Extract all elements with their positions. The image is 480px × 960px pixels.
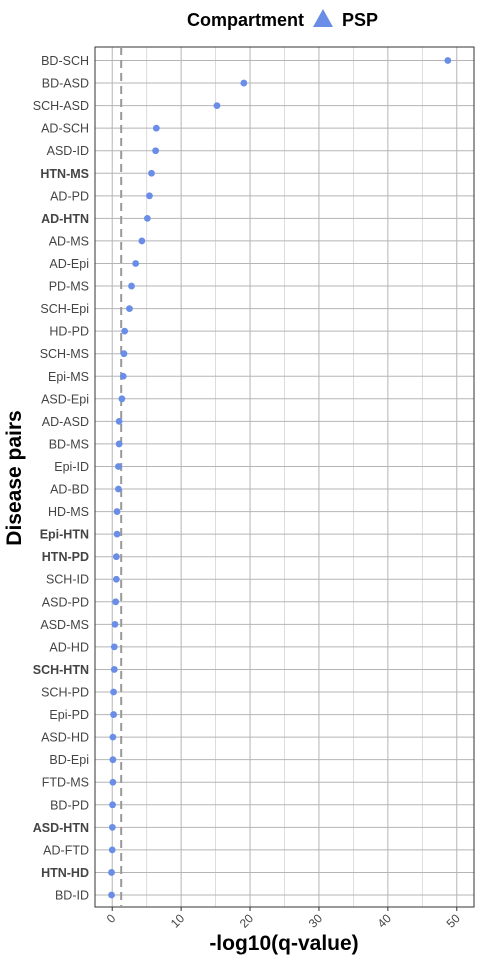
y-tick-label: SCH-HTN bbox=[33, 663, 89, 677]
panel-border bbox=[94, 46, 475, 908]
y-tick-label: HTN-PD bbox=[42, 550, 89, 564]
data-point bbox=[113, 508, 121, 515]
y-tick-label: HD-PD bbox=[49, 325, 89, 339]
y-axis-title: Disease pairs bbox=[3, 410, 26, 545]
y-tick-label: AD-HTN bbox=[41, 212, 89, 226]
data-point bbox=[110, 711, 118, 718]
y-tick-label: AD-BD bbox=[50, 483, 89, 497]
y-tick-labels: BD-SCH BD-ASD SCH-ASD AD-SCH ASD-ID HTN-MS AD-… bbox=[33, 54, 89, 903]
y-tick-label: AD-FTD bbox=[43, 843, 89, 857]
y-tick-label: SCH-ID bbox=[46, 573, 89, 587]
data-point bbox=[240, 79, 248, 87]
y-tick-label: ASD-HTN bbox=[33, 821, 89, 835]
x-axis-title: -log10(q-value) bbox=[209, 932, 358, 955]
data-point bbox=[148, 169, 155, 177]
y-tick-label: PD-MS bbox=[49, 280, 89, 294]
y-tick-label: Epi-PD bbox=[49, 708, 89, 722]
data-point bbox=[112, 575, 120, 583]
y-tick-label: AD-Epi bbox=[49, 257, 89, 271]
points bbox=[108, 57, 452, 899]
y-tick-label: AD-MS bbox=[49, 234, 89, 248]
data-point bbox=[115, 463, 122, 470]
y-tick-label: HTN-MS bbox=[40, 167, 89, 181]
legend-entry-psp: PSP bbox=[342, 10, 379, 30]
y-tick-label: ASD-MS bbox=[40, 618, 89, 632]
data-point bbox=[128, 282, 135, 290]
data-point bbox=[213, 102, 221, 110]
y-tick-label: ASD-Epi bbox=[41, 392, 89, 406]
y-tick-label: ASD-HD bbox=[41, 731, 89, 745]
legend: Compartment PSP bbox=[187, 8, 378, 33]
y-tick-label: BD-SCH bbox=[41, 54, 89, 68]
data-point bbox=[111, 620, 119, 628]
y-tick-label: AD-PD bbox=[50, 189, 89, 203]
data-point bbox=[121, 327, 129, 335]
y-tick-label: SCH-ASD bbox=[33, 99, 89, 113]
data-point bbox=[132, 260, 140, 267]
y-tick-label: BD-PD bbox=[50, 798, 89, 812]
data-point bbox=[126, 305, 133, 312]
data-point bbox=[119, 372, 127, 380]
data-point bbox=[115, 417, 123, 425]
data-point bbox=[112, 553, 120, 561]
x-tick-label: 50 bbox=[444, 911, 464, 931]
data-point bbox=[152, 124, 160, 132]
data-point bbox=[118, 395, 126, 403]
data-point bbox=[146, 192, 153, 200]
y-tick-label: Epi-MS bbox=[48, 370, 89, 384]
y-tick-label: Epi-ID bbox=[54, 460, 89, 474]
grid bbox=[95, 47, 474, 907]
triangle-icon bbox=[312, 8, 334, 33]
data-point bbox=[113, 530, 121, 538]
y-tick-label: HD-MS bbox=[48, 505, 89, 519]
y-tick-label: ASD-PD bbox=[42, 595, 89, 609]
y-tick-label: AD-ASD bbox=[42, 415, 89, 429]
data-point bbox=[108, 869, 115, 876]
x-tick-label: 20 bbox=[237, 911, 257, 931]
data-point bbox=[110, 688, 118, 696]
data-point bbox=[108, 823, 116, 831]
y-tick-label: BD-Epi bbox=[49, 753, 89, 767]
y-tick-label: SCH-PD bbox=[41, 686, 89, 700]
data-point bbox=[138, 237, 146, 245]
data-point bbox=[110, 666, 118, 673]
data-point bbox=[152, 147, 160, 155]
data-point bbox=[109, 756, 117, 764]
data-point bbox=[115, 440, 123, 448]
data-point bbox=[110, 643, 118, 651]
x-tick-labels: 0 10 20 30 40 50 bbox=[104, 907, 463, 931]
y-tick-label: SCH-MS bbox=[40, 347, 89, 361]
data-point bbox=[115, 485, 122, 493]
y-tick-label: BD-ASD bbox=[42, 77, 89, 91]
data-point bbox=[444, 57, 452, 64]
y-tick-label: HTN-HD bbox=[41, 866, 89, 880]
y-tick-label: SCH-Epi bbox=[40, 302, 89, 316]
data-point bbox=[109, 733, 117, 741]
x-tick-label: 0 bbox=[104, 911, 119, 926]
y-tick-label: BD-MS bbox=[49, 437, 89, 451]
x-tick-label: 30 bbox=[306, 911, 326, 931]
y-tick-label: ASD-ID bbox=[47, 144, 89, 158]
legend-title: Compartment bbox=[187, 10, 305, 30]
data-point bbox=[108, 846, 116, 854]
data-point bbox=[109, 778, 117, 786]
x-tick-label: 40 bbox=[375, 911, 395, 931]
data-point bbox=[143, 214, 151, 222]
data-point bbox=[112, 598, 120, 606]
x-tick-label: 10 bbox=[168, 911, 188, 931]
y-tick-label: AD-SCH bbox=[41, 122, 89, 136]
y-tick-label: FTD-MS bbox=[42, 776, 89, 790]
y-tick-label: AD-HD bbox=[49, 640, 89, 654]
y-tick-label: BD-ID bbox=[55, 889, 89, 903]
data-point bbox=[109, 801, 116, 809]
y-tick-label: Epi-HTN bbox=[40, 528, 89, 542]
data-point bbox=[120, 350, 128, 358]
data-point bbox=[108, 891, 115, 899]
